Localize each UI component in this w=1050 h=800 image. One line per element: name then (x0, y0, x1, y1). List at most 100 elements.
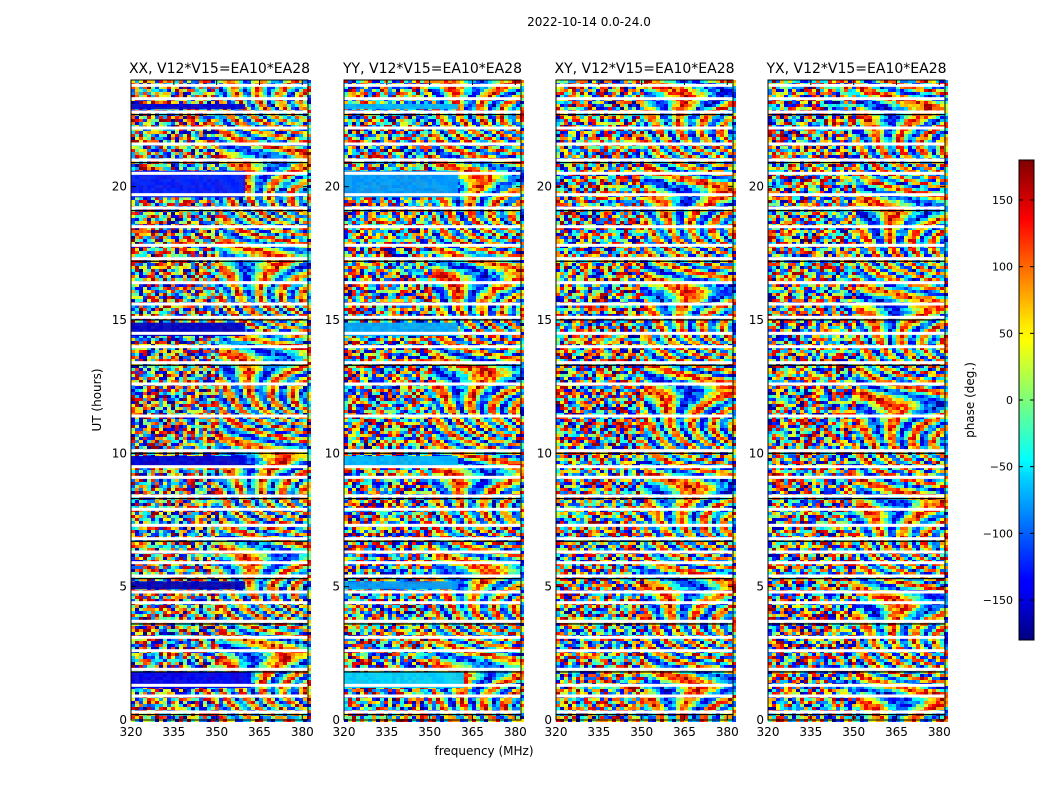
phase-cell (291, 92, 295, 95)
phase-cell (303, 350, 307, 353)
phase-cell (255, 152, 259, 155)
phase-cell (267, 239, 271, 242)
phase-cell (187, 233, 191, 236)
phase-cell (239, 380, 243, 383)
phase-cell (203, 350, 207, 353)
phase-cell (207, 386, 211, 389)
phase-cell (283, 137, 287, 140)
phase-cell (207, 380, 211, 383)
phase-cell (243, 284, 247, 287)
phase-cell (211, 293, 215, 296)
phase-cell (155, 392, 159, 395)
phase-cell (207, 356, 211, 359)
phase-cell (183, 389, 187, 392)
phase-cell (231, 371, 235, 374)
phase-cell (207, 86, 211, 89)
phase-cell (159, 386, 163, 389)
phase-cell (287, 182, 291, 185)
phase-cell (291, 290, 295, 293)
phase-cell (275, 131, 279, 134)
phase-cell (267, 392, 271, 395)
phase-cell (259, 311, 263, 314)
phase-cell (283, 329, 287, 332)
phase-cell (235, 254, 239, 257)
phase-cell (139, 251, 143, 254)
phase-cell (263, 272, 267, 275)
phase-cell (259, 80, 263, 83)
phase-cell (275, 104, 279, 107)
phase-cell (207, 119, 211, 122)
phase-cell (175, 116, 179, 119)
phase-cell (135, 359, 139, 362)
phase-cell (263, 353, 267, 356)
phase-cell (159, 353, 163, 356)
phase-cell (259, 134, 263, 137)
phase-cell (235, 308, 239, 311)
phase-cell (211, 359, 215, 362)
phase-cell (303, 155, 307, 158)
phase-cell (279, 167, 283, 170)
phase-cell (159, 212, 163, 215)
phase-cell (267, 197, 271, 200)
phase-cell (179, 80, 183, 83)
phase-cell (259, 104, 263, 107)
phase-cell (143, 200, 147, 203)
phase-cell (291, 314, 295, 317)
phase-cell (135, 215, 139, 218)
phase-cell (291, 131, 295, 134)
phase-cell (195, 296, 199, 299)
phase-cell (219, 239, 223, 242)
phase-cell (271, 359, 275, 362)
phase-cell (231, 233, 235, 236)
phase-cell (203, 311, 207, 314)
phase-cell (299, 92, 303, 95)
phase-cell (131, 137, 135, 140)
phase-cell (219, 95, 223, 98)
phase-cell (167, 239, 171, 242)
phase-cell (239, 320, 243, 323)
phase-cell (191, 101, 195, 104)
phase-cell (295, 401, 299, 404)
phase-cell (283, 335, 287, 338)
phase-cell (199, 266, 203, 269)
phase-cell (143, 371, 147, 374)
phase-cell (267, 338, 271, 341)
phase-cell (307, 335, 311, 338)
phase-cell (267, 353, 271, 356)
phase-cell (295, 266, 299, 269)
phase-cell (131, 353, 135, 356)
phase-cell (263, 101, 267, 104)
phase-cell (143, 197, 147, 200)
phase-cell (283, 155, 287, 158)
phase-cell (255, 218, 259, 221)
phase-cell (135, 365, 139, 368)
phase-cell (295, 80, 299, 83)
phase-cell (135, 299, 139, 302)
phase-cell (307, 323, 311, 326)
phase-cell (155, 200, 159, 203)
phase-cell (287, 371, 291, 374)
phase-cell (139, 116, 143, 119)
phase-cell (139, 269, 143, 272)
phase-cell (239, 308, 243, 311)
phase-cell (271, 239, 275, 242)
phase-cell (207, 401, 211, 404)
phase-cell (251, 233, 255, 236)
phase-cell (291, 86, 295, 89)
phase-cell (291, 221, 295, 224)
phase-cell (195, 410, 199, 413)
phase-cell (191, 230, 195, 233)
phase-cell (135, 263, 139, 266)
phase-cell (131, 197, 135, 200)
phase-cell (203, 101, 207, 104)
phase-cell (135, 137, 139, 140)
phase-cell (243, 350, 247, 353)
phase-cell (271, 386, 275, 389)
phase-cell (295, 353, 299, 356)
phase-cell (187, 200, 191, 203)
phase-cell (291, 278, 295, 281)
phase-cell (291, 272, 295, 275)
phase-cell (163, 134, 167, 137)
phase-cell (303, 275, 307, 278)
phase-cell (139, 353, 143, 356)
